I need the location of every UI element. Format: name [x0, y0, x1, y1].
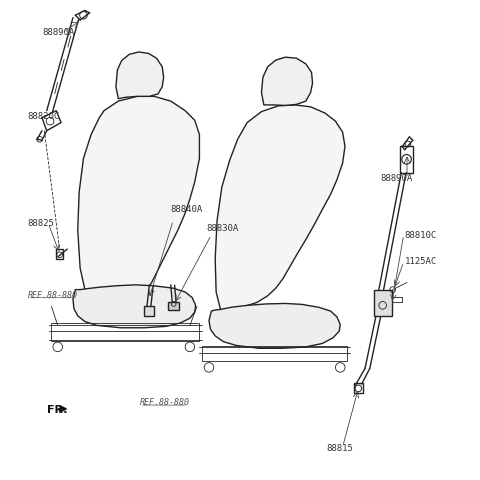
Text: FR.: FR.: [47, 404, 67, 414]
Polygon shape: [42, 111, 61, 132]
Text: 88810C: 88810C: [405, 231, 437, 240]
Bar: [202, 346, 348, 361]
Polygon shape: [78, 97, 199, 296]
Text: 88830A: 88830A: [206, 224, 239, 233]
Text: REF.88-880: REF.88-880: [28, 290, 78, 299]
Text: 88890A: 88890A: [42, 28, 74, 37]
Polygon shape: [262, 58, 312, 106]
Text: 1125AC: 1125AC: [405, 257, 437, 266]
Text: 88815: 88815: [327, 443, 354, 452]
Polygon shape: [209, 304, 340, 348]
Bar: [144, 307, 154, 316]
Polygon shape: [215, 106, 345, 312]
Polygon shape: [116, 53, 164, 99]
Text: 88890A: 88890A: [381, 174, 413, 182]
Text: 88820C: 88820C: [28, 112, 60, 120]
Bar: [373, 290, 392, 316]
Text: 88840A: 88840A: [171, 204, 203, 214]
Text: 88825: 88825: [28, 219, 55, 228]
Polygon shape: [73, 285, 196, 328]
Text: REF.88-880: REF.88-880: [140, 397, 190, 407]
Bar: [56, 250, 63, 259]
Bar: [354, 383, 363, 393]
Bar: [51, 324, 199, 341]
Bar: [400, 147, 413, 173]
Bar: [168, 302, 179, 311]
